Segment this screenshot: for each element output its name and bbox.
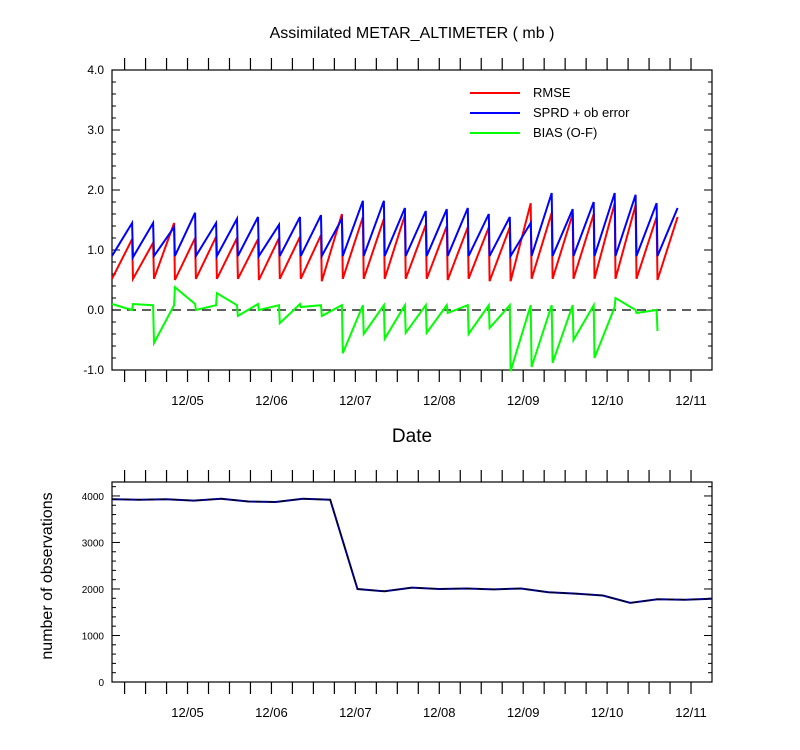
bottom-x-tick-label: 12/07 — [339, 705, 372, 720]
top-x-tick-label: 12/06 — [255, 393, 288, 408]
top-x-tick-label: 12/10 — [591, 393, 624, 408]
bottom-x-tick-label: 12/09 — [507, 705, 540, 720]
observations-line-dash — [111, 498, 713, 604]
top-plot-frame — [111, 69, 713, 371]
top-y-tick-label: 2.0 — [87, 183, 104, 197]
bottom-y-tick-label: 3000 — [82, 538, 105, 549]
top-x-tick-label: 12/08 — [423, 393, 456, 408]
top-legend: RMSE SPRD + ob error BIAS (O-F) — [470, 85, 630, 140]
bottom-series-group — [111, 497, 713, 604]
bottom-y-tick-label: 4000 — [82, 492, 105, 503]
top-x-ticks: 12/05 12/06 12/07 12/08 12/09 12/10 12/11 — [123, 58, 707, 408]
x-axis-label: Date — [392, 426, 432, 447]
top-y-tick-label: 3.0 — [87, 123, 104, 137]
legend-label: BIAS (O-F) — [533, 125, 597, 140]
bottom-y-ticks: 0 1000 2000 3000 4000 — [82, 486, 712, 689]
bottom-y-tick-label: 0 — [98, 678, 104, 689]
top-y-tick-label: 0.0 — [87, 303, 104, 317]
series-line-bias-o-f- — [111, 285, 659, 372]
bottom-x-tick-label: 12/08 — [423, 705, 456, 720]
bottom-x-tick-label: 12/06 — [255, 705, 288, 720]
bottom-y-tick-label: 2000 — [82, 585, 105, 596]
top-x-tick-label: 12/11 — [675, 393, 707, 408]
legend-label: SPRD + ob error — [533, 105, 630, 120]
series-line-sprd-ob-error — [111, 192, 679, 261]
top-y-tick-label: 1.0 — [87, 243, 104, 257]
top-y-tick-label: -1.0 — [83, 363, 104, 377]
observations-line — [111, 497, 713, 604]
top-x-tick-label: 12/05 — [171, 393, 204, 408]
top-series-group — [111, 192, 679, 372]
bottom-y-tick-label: 1000 — [82, 631, 105, 642]
top-y-ticks: -1.0 0.0 1.0 2.0 3.0 4.0 — [83, 63, 712, 377]
chart-title: Assimilated METAR_ALTIMETER ( mb ) — [270, 25, 555, 42]
series-line-rmse — [111, 202, 679, 283]
bottom-x-ticks: 12/05 12/06 12/07 12/08 12/09 12/10 12/11 — [123, 470, 707, 720]
legend-label: RMSE — [533, 85, 571, 100]
top-x-tick-label: 12/07 — [339, 393, 372, 408]
bottom-x-tick-label: 12/10 — [591, 705, 624, 720]
top-y-tick-label: 4.0 — [87, 63, 104, 77]
bottom-plot-frame — [111, 481, 713, 683]
y-axis-label: number of observations — [39, 492, 56, 659]
top-x-tick-label: 12/09 — [507, 393, 540, 408]
bottom-x-tick-label: 12/11 — [675, 705, 707, 720]
top-panel: Assimilated METAR_ALTIMETER ( mb ) -1.0 0… — [83, 25, 713, 447]
bottom-x-tick-label: 12/05 — [171, 705, 204, 720]
